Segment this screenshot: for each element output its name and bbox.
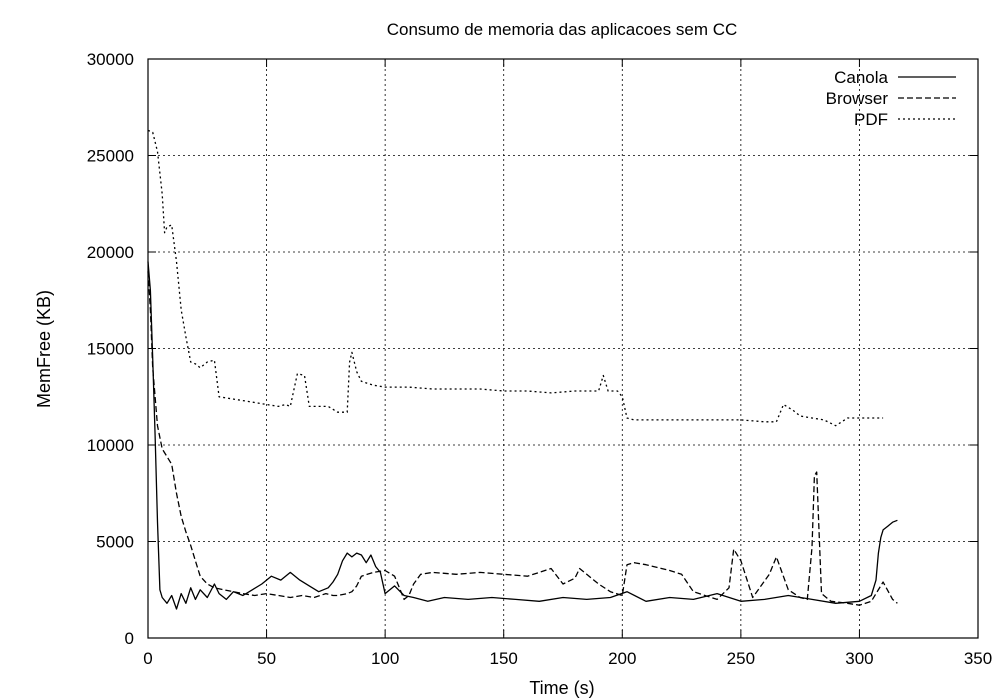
chart-title: Consumo de memoria das aplicacoes sem CC — [387, 20, 738, 39]
x-tick-label: 250 — [727, 649, 755, 668]
axis-ticks: 0 50 100 150 200 250 300 350 0 5000 10000 15000 2000… — [87, 50, 992, 668]
y-tick-label: 25000 — [87, 147, 134, 166]
y-tick-label: 0 — [125, 629, 134, 648]
y-tick-label: 20000 — [87, 243, 134, 262]
x-tick-label: 350 — [964, 649, 992, 668]
x-axis-title: Time (s) — [529, 678, 594, 698]
series-line-browser — [147, 271, 898, 606]
legend-label-browser: Browser — [826, 89, 889, 108]
series-lines — [147, 129, 898, 610]
x-tick-label: 200 — [608, 649, 636, 668]
legend-label-canola: Canola — [834, 68, 888, 87]
grid — [148, 59, 978, 638]
y-tick-label: 10000 — [87, 436, 134, 455]
y-axis-title: MemFree (KB) — [34, 290, 54, 408]
x-tick-label: 50 — [257, 649, 276, 668]
x-tick-label: 0 — [143, 649, 152, 668]
y-tick-label: 5000 — [96, 533, 134, 552]
plot-frame — [147, 58, 979, 639]
x-tick-label: 300 — [845, 649, 873, 668]
x-tick-label: 150 — [490, 649, 518, 668]
x-tick-label: 100 — [371, 649, 399, 668]
y-tick-label: 30000 — [87, 50, 134, 69]
legend-label-pdf: PDF — [854, 110, 888, 129]
y-tick-label: 15000 — [87, 340, 134, 359]
series-line-pdf — [147, 129, 884, 427]
series-line-canola — [147, 261, 898, 610]
legend: Canola Browser PDF — [826, 68, 956, 129]
